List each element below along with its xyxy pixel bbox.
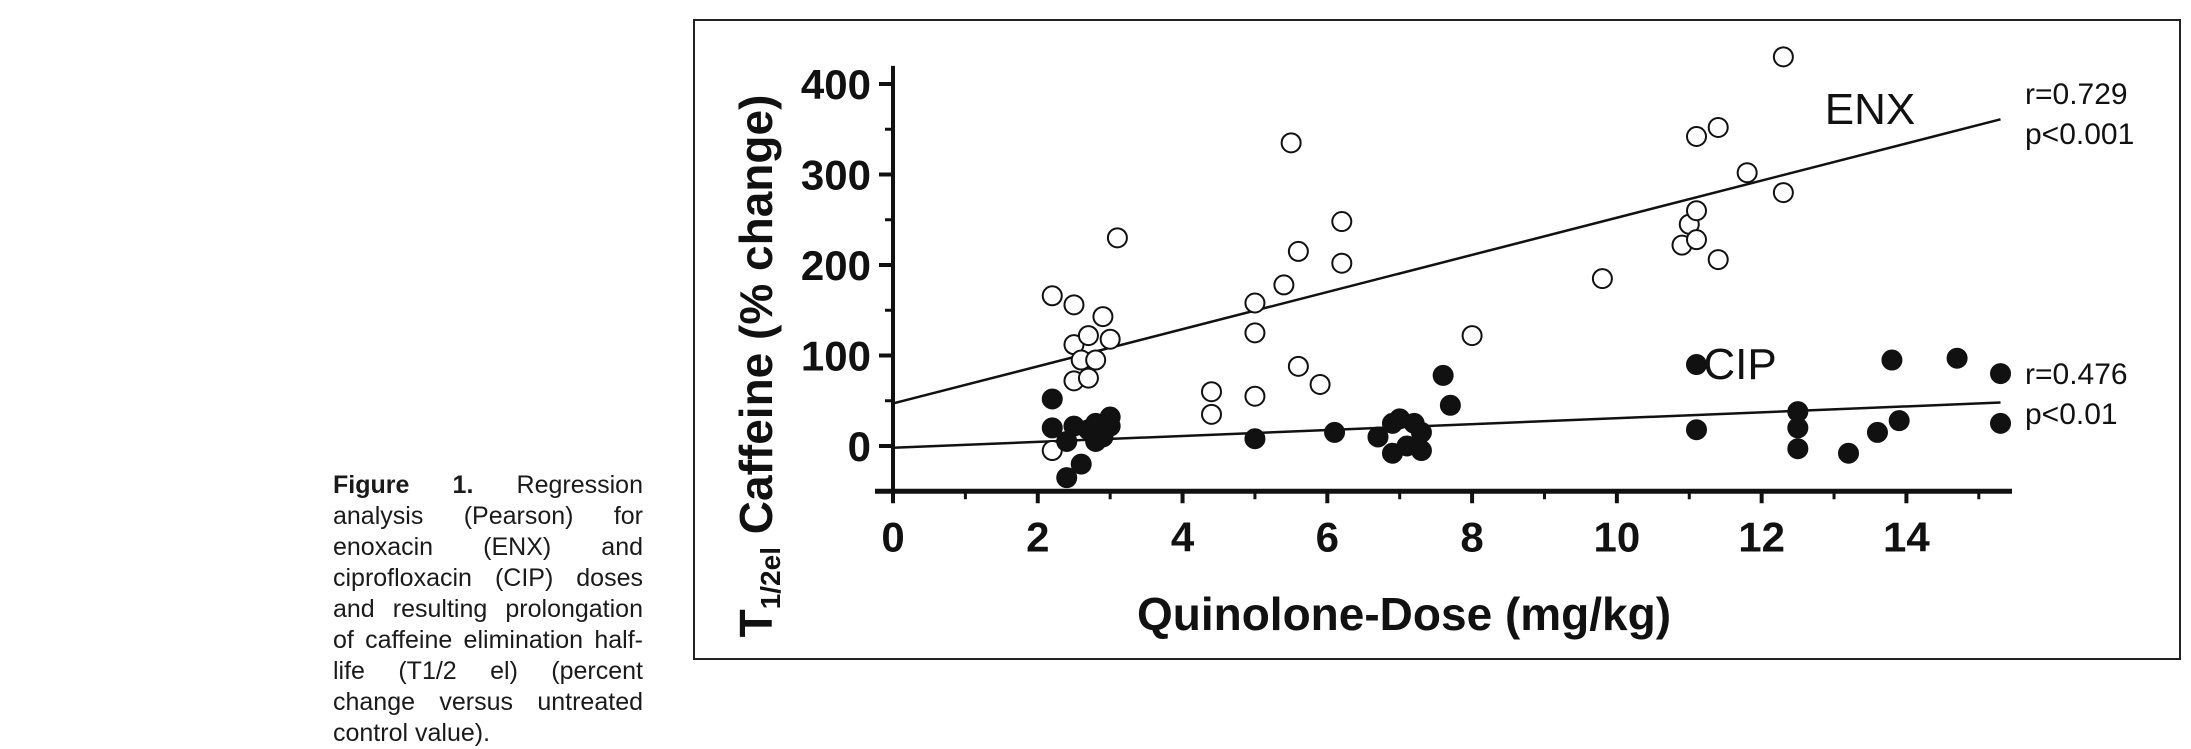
x-tick-label: 4: [1171, 513, 1195, 560]
cip-regression-line: [892, 401, 2001, 450]
x-axis-title: Quinolone-Dose (mg/kg): [1137, 588, 1671, 640]
cip-point: [1888, 410, 1910, 432]
x-tick-label: 10: [1594, 513, 1641, 560]
y-axis-title-main: T: [730, 609, 782, 637]
enx-point: [1736, 162, 1758, 184]
enx-point: [1707, 116, 1729, 138]
chart-frame: [693, 19, 2181, 660]
cip-point: [1946, 347, 1968, 369]
y-tick-label: 0: [848, 423, 871, 470]
x-tick-label: 14: [1883, 513, 1930, 560]
ticks: 0 100 200 300 400 0 2 4 6 8 10 12 14: [801, 61, 1981, 560]
cip-point: [1410, 421, 1432, 443]
cip-point: [1099, 406, 1121, 428]
x-tick-label: 2: [1026, 513, 1049, 560]
enx-point: [1244, 322, 1266, 344]
y-tick-label: 100: [801, 333, 871, 380]
enx-point: [1099, 328, 1121, 350]
cip-p-value: p<0.01: [2025, 398, 2118, 431]
cip-point: [1787, 417, 1809, 439]
enx-p-value: p<0.001: [2025, 118, 2134, 151]
enx-point: [1244, 292, 1266, 314]
cip-point: [1685, 354, 1707, 376]
cip-point: [1367, 426, 1389, 448]
enx-point: [1201, 403, 1223, 425]
cip-point: [1432, 364, 1454, 386]
y-tick-label: 200: [801, 242, 871, 289]
enx-point: [1092, 306, 1114, 328]
cip-point: [1990, 412, 2012, 434]
cip-point: [1685, 419, 1707, 441]
y-tick-label: 400: [801, 61, 871, 108]
cip-point: [1070, 453, 1092, 475]
enx-point: [1287, 240, 1309, 262]
enx-point: [1063, 294, 1085, 316]
enx-series-label: ENX: [1825, 85, 1915, 134]
cip-point: [1410, 440, 1432, 462]
y-axis-title: T1/2el Caffeine (% change): [730, 95, 786, 638]
chart-labels: Quinolone-Dose (mg/kg) T1/2el Caffeine (%…: [730, 78, 2134, 640]
cip-point: [1324, 421, 1346, 443]
cip-point: [1439, 394, 1461, 416]
enx-point: [1273, 274, 1295, 296]
enx-r-value: r=0.729: [2025, 78, 2128, 111]
enx-point: [1085, 349, 1107, 371]
x-tick-label: 12: [1738, 513, 1785, 560]
cip-point: [1881, 349, 1903, 371]
y-axis-title-rest: Caffeine (% change): [730, 95, 782, 547]
enx-point: [1287, 355, 1309, 377]
enx-point: [1707, 249, 1729, 271]
y-tick-label: 300: [801, 152, 871, 199]
cip-point: [1990, 363, 2012, 385]
enx-point: [1331, 252, 1353, 274]
enx-point: [1461, 325, 1483, 347]
enx-point: [1772, 46, 1794, 68]
cip-point: [1041, 388, 1063, 410]
enx-point: [1685, 200, 1707, 222]
x-tick-label: 8: [1460, 513, 1483, 560]
cip-r-value: r=0.476: [2025, 358, 2128, 391]
cip-point: [1787, 438, 1809, 460]
enx-point: [1077, 367, 1099, 389]
enx-point: [1309, 373, 1331, 395]
enx-point: [1772, 182, 1794, 204]
x-tick-label: 0: [881, 513, 904, 560]
caption-label: Figure 1.: [333, 471, 474, 499]
enx-point: [1244, 385, 1266, 407]
cip-series-label: CIP: [1703, 340, 1776, 389]
scatter-chart: 0 100 200 300 400 0 2 4 6 8 10 12 14 Quinolone-Dose …: [730, 46, 2134, 640]
cip-point: [1041, 417, 1063, 439]
cip-point: [1056, 467, 1078, 489]
enx-point: [1685, 125, 1707, 147]
data-points: [1041, 46, 2012, 489]
enx-point: [1041, 285, 1063, 307]
cip-point: [1244, 428, 1266, 450]
axes: [875, 65, 2012, 494]
cip-point: [1838, 442, 1860, 464]
cip-point: [1866, 421, 1888, 443]
enx-point: [1280, 132, 1302, 154]
enx-point: [1591, 268, 1613, 290]
enx-point: [1331, 211, 1353, 233]
enx-point: [1201, 381, 1223, 403]
enx-point: [1077, 325, 1099, 347]
enx-regression-line: [892, 118, 2001, 405]
y-axis-title-subscript: 1/2el: [755, 547, 786, 609]
enx-point: [1685, 229, 1707, 251]
enx-point: [1106, 227, 1128, 249]
x-tick-label: 6: [1316, 513, 1339, 560]
